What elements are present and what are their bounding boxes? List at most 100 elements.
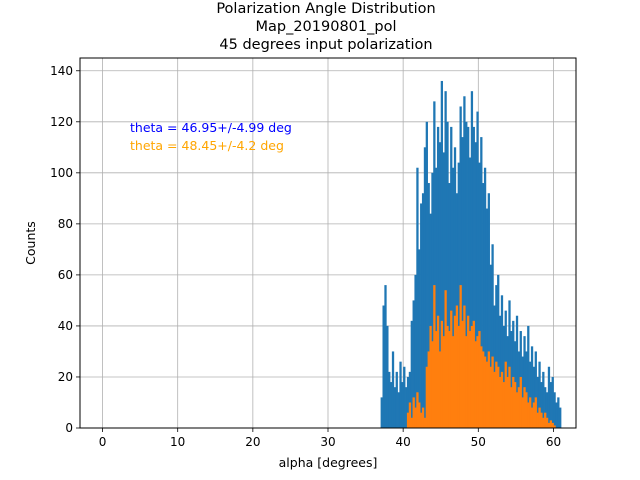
x-tick-label: 20 [245,435,260,449]
orange-histogram-bar [523,387,526,428]
blue-histogram-bar [390,382,393,428]
orange-histogram-bar [457,325,460,428]
orange-histogram-bar [549,420,552,428]
x-tick-label: 10 [170,435,185,449]
blue-histogram-bar [397,392,400,428]
orange-histogram-bar [517,387,521,428]
orange-histogram-bar [427,351,430,428]
orange-histogram-bar [453,315,457,428]
y-tick-label: 80 [58,217,73,231]
orange-histogram-bar [508,366,511,428]
blue-histogram-bar [436,126,440,429]
blue-histogram-bar [491,244,494,428]
blue-histogram-bar [523,336,526,428]
blue-histogram-bar [421,193,425,428]
orange-histogram-bar [544,412,547,428]
blue-histogram-bar [410,320,413,428]
blue-histogram-bar [500,295,504,428]
orange-histogram-bar [491,356,494,428]
blue-histogram-bar [446,121,449,429]
orange-histogram-bar [493,371,496,428]
blue-histogram-bar [399,361,402,428]
orange-histogram-bar [431,341,434,428]
blue-histogram-bar [551,376,554,428]
blue-histogram-bar [485,208,489,428]
axis-ticks: 0 10 20 30 40 50 60 0 20 40 60 80 100 120 140 [50,64,561,449]
blue-histogram-bar [461,137,464,428]
orange-histogram-bar [455,305,459,428]
orange-histogram-bar [547,422,551,428]
blue-histogram-bar [497,274,500,428]
blue-histogram-bar [423,147,427,428]
blue-histogram-bar [414,274,417,428]
blue-histogram-bar [433,101,436,429]
y-tick-label: 20 [58,370,73,384]
blue-histogram-bar [544,387,547,428]
y-tick-label: 40 [58,319,73,333]
blue-histogram-bar [521,356,524,428]
series-orange-bars [406,285,556,428]
orange-histogram-bar [438,351,442,428]
orange-histogram-bar [495,361,498,428]
orange-histogram-bar [545,417,549,428]
blue-histogram-bar [444,91,447,428]
blue-histogram-bar [406,376,410,428]
orange-histogram-bar [423,417,427,428]
orange-histogram-bar [534,397,537,428]
y-axis-label: Counts [23,221,38,265]
blue-histogram-bar [418,249,421,428]
orange-histogram-bar [435,331,438,428]
blue-histogram-bar [487,193,490,428]
orange-histogram-bar [461,320,464,428]
blue-histogram-bar [393,387,397,428]
orange-histogram-bar [521,397,524,428]
blue-histogram-bar [388,371,391,428]
orange-histogram-bar [512,376,515,428]
orange-histogram-bar [538,407,541,428]
orange-histogram-bar [468,331,472,428]
blue-histogram-bar [502,325,506,428]
orange-histogram-bar [433,285,436,428]
orange-histogram-bar [519,376,522,428]
orange-histogram-bar [536,412,539,428]
blue-histogram-bar [452,167,455,429]
blue-histogram-bar [384,285,387,428]
blue-histogram-bar [476,111,479,428]
blue-histogram-bar [440,80,444,428]
orange-histogram-bar [529,397,532,428]
orange-histogram-bar [440,320,444,428]
orange-histogram-bar [532,402,536,428]
blue-histogram-bar [380,397,383,428]
blue-histogram-bar [478,162,481,428]
orange-histogram-bar [425,366,428,428]
orange-histogram-bar [480,346,483,428]
orange-histogram-bar [420,412,423,428]
x-tick-label: 30 [320,435,335,449]
orange-histogram-bar [483,356,487,428]
orange-histogram-bar [408,402,412,428]
orange-histogram-bar [525,392,528,428]
orange-histogram-bar [418,402,421,428]
orange-histogram-bar [497,366,500,428]
orange-histogram-bar [474,341,477,428]
blue-histogram-bar [553,392,556,428]
y-tick-label: 60 [58,268,73,282]
blue-histogram-bar [431,172,434,428]
orange-histogram-bar [410,417,413,428]
blue-histogram-bar [557,397,560,428]
annotation-orange: theta = 48.45+/-4.2 deg [130,138,284,153]
orange-histogram-bar [465,336,468,428]
orange-histogram-bar [476,336,479,428]
orange-histogram-bar [498,376,502,428]
y-tick-label: 120 [50,115,73,129]
blue-histogram-bar [401,382,404,428]
blue-histogram-bar [530,346,534,428]
blue-histogram-bar [540,382,543,428]
blue-histogram-bar [403,366,406,428]
orange-histogram-bar [446,325,449,428]
blue-histogram-bar [382,305,385,428]
orange-histogram-bar [414,407,417,428]
orange-histogram-bar [470,325,474,428]
blue-histogram-bar [536,376,539,428]
blue-histogram-bar [527,325,530,428]
